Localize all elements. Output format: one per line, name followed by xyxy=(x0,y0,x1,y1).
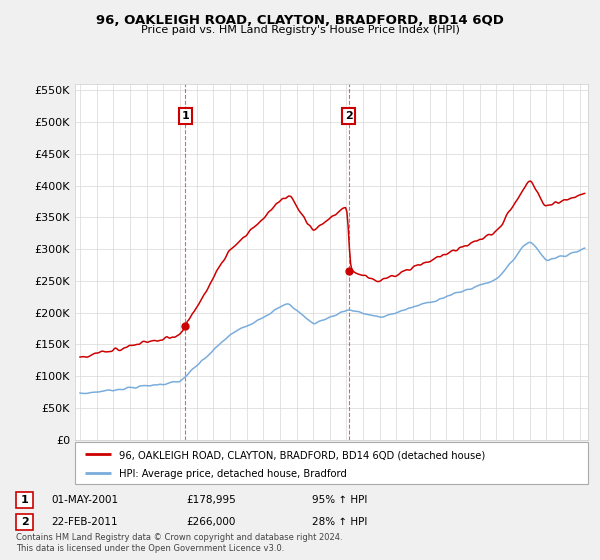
Text: 1: 1 xyxy=(182,111,190,121)
Text: Contains HM Land Registry data © Crown copyright and database right 2024.
This d: Contains HM Land Registry data © Crown c… xyxy=(16,533,343,553)
Text: 2: 2 xyxy=(21,517,28,527)
Text: £266,000: £266,000 xyxy=(186,517,235,527)
Text: 2: 2 xyxy=(345,111,353,121)
Text: Price paid vs. HM Land Registry's House Price Index (HPI): Price paid vs. HM Land Registry's House … xyxy=(140,25,460,35)
Text: 96, OAKLEIGH ROAD, CLAYTON, BRADFORD, BD14 6QD: 96, OAKLEIGH ROAD, CLAYTON, BRADFORD, BD… xyxy=(96,14,504,27)
Text: 22-FEB-2011: 22-FEB-2011 xyxy=(51,517,118,527)
Text: HPI: Average price, detached house, Bradford: HPI: Average price, detached house, Brad… xyxy=(119,469,346,479)
Text: 96, OAKLEIGH ROAD, CLAYTON, BRADFORD, BD14 6QD (detached house): 96, OAKLEIGH ROAD, CLAYTON, BRADFORD, BD… xyxy=(119,450,485,460)
Text: 1: 1 xyxy=(21,495,28,505)
Text: £178,995: £178,995 xyxy=(186,495,236,505)
Text: 95% ↑ HPI: 95% ↑ HPI xyxy=(312,495,367,505)
Text: 28% ↑ HPI: 28% ↑ HPI xyxy=(312,517,367,527)
Text: 01-MAY-2001: 01-MAY-2001 xyxy=(51,495,118,505)
